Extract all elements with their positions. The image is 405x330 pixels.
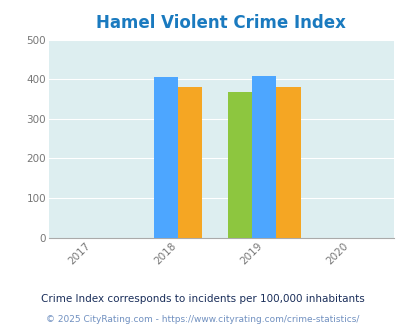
Bar xyxy=(178,87,202,238)
Bar xyxy=(153,77,178,238)
Legend: Hamel, Illinois, National: Hamel, Illinois, National xyxy=(81,327,360,330)
Bar xyxy=(252,76,276,238)
Bar xyxy=(228,92,252,238)
Bar xyxy=(276,87,300,238)
Text: Crime Index corresponds to incidents per 100,000 inhabitants: Crime Index corresponds to incidents per… xyxy=(41,294,364,304)
Text: © 2025 CityRating.com - https://www.cityrating.com/crime-statistics/: © 2025 CityRating.com - https://www.city… xyxy=(46,315,359,324)
Title: Hamel Violent Crime Index: Hamel Violent Crime Index xyxy=(96,15,345,32)
